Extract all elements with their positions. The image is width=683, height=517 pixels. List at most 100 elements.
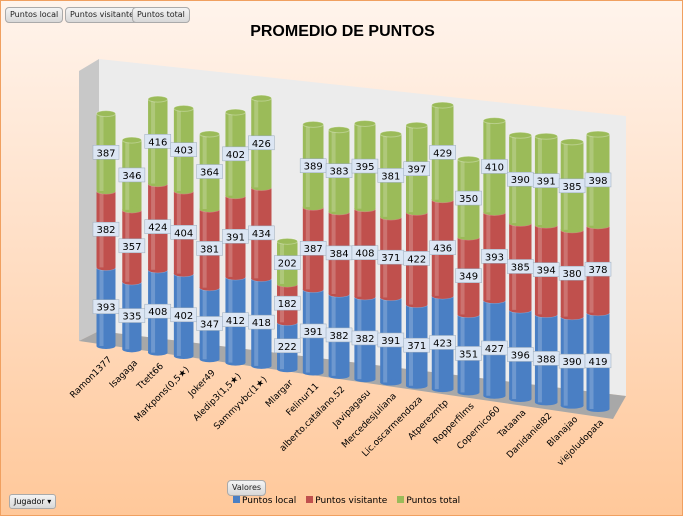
bar-base <box>560 402 584 409</box>
data-label: 351 <box>459 349 478 360</box>
bar-base <box>457 389 480 396</box>
bar-segment: 383 <box>325 126 353 215</box>
bar-top <box>224 108 246 116</box>
data-label: 385 <box>511 262 530 273</box>
bar-segment: 422 <box>403 208 430 308</box>
data-label-bg <box>170 307 197 323</box>
data-label: 424 <box>148 223 167 234</box>
chart-title: PROMEDIO DE PUNTOS <box>250 23 435 40</box>
bar-base <box>354 293 376 300</box>
bar-base <box>277 366 298 373</box>
bar-segment: 381 <box>196 205 223 291</box>
bar-base <box>328 372 350 379</box>
data-label: 429 <box>433 148 452 159</box>
data-label-bg <box>481 159 508 174</box>
data-label: 418 <box>252 318 271 329</box>
data-label: 383 <box>330 167 349 178</box>
data-label: 410 <box>485 162 504 173</box>
bar-segment: 350 <box>455 155 482 240</box>
bar-base <box>534 311 558 318</box>
legend-swatch <box>397 496 405 503</box>
bar-base <box>457 233 480 240</box>
data-label: 389 <box>304 162 323 173</box>
data-label: 390 <box>563 357 582 368</box>
bar-top <box>147 95 169 103</box>
bar-base <box>122 278 142 285</box>
bar-base <box>509 396 532 403</box>
bar-segment: 391 <box>222 192 249 280</box>
data-label: 391 <box>304 327 323 338</box>
data-label: 380 <box>563 269 582 280</box>
jugador-filter-button[interactable]: Jugador ▾ <box>9 494 57 509</box>
data-label-bg <box>92 221 120 237</box>
bar-segment: 398 <box>584 130 612 229</box>
bar-base <box>148 266 168 273</box>
bar-segment: 381 <box>377 130 405 220</box>
data-label-bg <box>584 353 612 369</box>
data-label-bg <box>584 172 612 188</box>
bar-segment: 402 <box>170 270 197 359</box>
bar-top <box>328 126 351 134</box>
data-label: 423 <box>433 338 452 349</box>
bar-top <box>431 101 455 109</box>
data-label-bg <box>170 225 197 240</box>
data-label-bg <box>144 134 172 149</box>
bar-base <box>225 359 246 366</box>
bar-base <box>251 362 272 369</box>
data-label-bg <box>274 295 301 311</box>
data-label: 387 <box>304 244 323 255</box>
data-label: 382 <box>355 334 374 345</box>
legend-item: Puntos local <box>233 496 296 506</box>
bar-segment: 388 <box>532 310 560 406</box>
bar-segment: 390 <box>507 131 534 227</box>
data-label: 408 <box>355 249 374 260</box>
data-label-bg <box>248 225 275 241</box>
data-label-bg <box>403 251 430 266</box>
data-label: 378 <box>588 265 607 276</box>
data-label: 419 <box>588 357 607 368</box>
bar-base <box>483 209 506 216</box>
bar-base <box>302 369 324 376</box>
bar-segment: 391 <box>377 293 405 386</box>
bar-segment: 357 <box>118 206 146 285</box>
values-button[interactable]: Valores <box>227 480 267 496</box>
bar-base <box>96 343 116 349</box>
legend-label: Puntos local <box>242 496 297 506</box>
bar-top <box>96 110 116 118</box>
bar-segment: 429 <box>429 101 456 203</box>
bar-base <box>277 319 298 326</box>
bar-segment: 351 <box>455 310 482 396</box>
data-label-bg <box>274 255 301 270</box>
data-label: 391 <box>381 336 400 347</box>
data-label: 412 <box>226 316 245 327</box>
data-label: 381 <box>381 171 400 182</box>
bar-base <box>380 294 402 301</box>
bar-segment: 408 <box>144 266 172 356</box>
data-label: 382 <box>330 331 349 342</box>
bar-top <box>457 155 480 163</box>
bar-base <box>509 220 532 227</box>
bar-segment: 418 <box>248 274 275 369</box>
bar-base <box>380 213 402 220</box>
bar-base <box>560 226 584 233</box>
data-label-bg <box>429 145 456 160</box>
bar-top <box>250 94 272 102</box>
data-label: 393 <box>96 303 115 314</box>
bar-top <box>482 117 506 125</box>
bar-base <box>405 301 428 308</box>
data-label-bg <box>222 146 249 162</box>
field-button-puntos-total[interactable]: Puntos total <box>132 7 190 23</box>
bar-base <box>483 297 506 304</box>
bar-segment: 385 <box>558 138 586 233</box>
legend-item: Puntos visitante <box>306 496 387 506</box>
bar-base <box>431 292 454 299</box>
field-button-puntos-local[interactable]: Puntos local <box>5 7 64 23</box>
bar-base <box>148 349 168 356</box>
data-label: 371 <box>407 341 426 352</box>
data-label: 394 <box>537 266 556 277</box>
bar-segment: 347 <box>196 284 223 363</box>
category-label: Mercedesjuliana <box>340 392 399 451</box>
bar-base <box>148 180 168 187</box>
data-label: 350 <box>459 194 478 205</box>
